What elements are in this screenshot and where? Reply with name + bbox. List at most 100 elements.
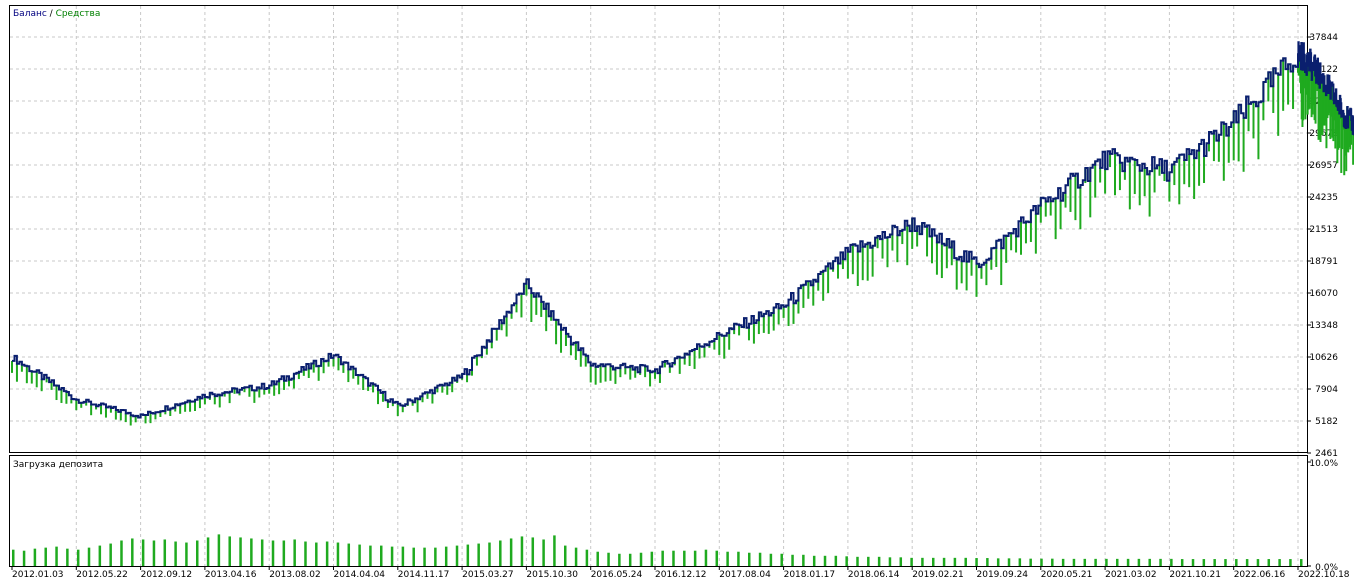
deposit-load-bar bbox=[1061, 558, 1065, 566]
deposit-load-bar bbox=[369, 545, 372, 566]
deposit-load-bar bbox=[499, 540, 502, 566]
deposit-load-bar bbox=[758, 552, 762, 566]
x-tick-label: 2015.10.30 bbox=[526, 570, 578, 580]
x-tick-label: 2014.11.17 bbox=[398, 570, 450, 580]
y-tick-label: 10626 bbox=[1309, 353, 1338, 363]
y-tick-label: 35122 bbox=[1309, 65, 1338, 75]
deposit-load-bar bbox=[163, 539, 167, 566]
x-tick-label: 2015.03.27 bbox=[462, 570, 514, 580]
y-tick-label: 2461 bbox=[1315, 449, 1338, 459]
deposit-load-title: Загрузка депозита bbox=[13, 460, 103, 470]
deposit-load-bar bbox=[55, 546, 58, 566]
deposit-load-bar bbox=[1245, 559, 1249, 566]
deposit-load-bar bbox=[910, 557, 913, 566]
deposit-load-bar bbox=[1213, 559, 1216, 566]
legend-equity: Средства bbox=[56, 9, 101, 19]
deposit-load-bar bbox=[217, 534, 221, 566]
deposit-load-bar bbox=[152, 540, 156, 566]
deposit-load-bar bbox=[66, 548, 69, 566]
deposit-load-bar bbox=[1105, 558, 1108, 566]
deposit-load-bar bbox=[639, 552, 643, 566]
main-y-axis: 3784435122324002967826957242352151318791… bbox=[1307, 33, 1338, 459]
deposit-load-bar bbox=[250, 538, 253, 566]
deposit-load-bar bbox=[1235, 559, 1238, 566]
deposit-load-bar bbox=[1051, 558, 1054, 566]
deposit-load-bar bbox=[737, 551, 740, 566]
deposit-load-bar bbox=[12, 549, 15, 566]
x-tick-label: 2012.01.03 bbox=[12, 570, 64, 580]
deposit-load-bar bbox=[1094, 558, 1097, 566]
deposit-load-bar bbox=[1267, 559, 1271, 566]
deposit-load-bar bbox=[574, 547, 578, 566]
deposit-load-bar bbox=[888, 557, 892, 566]
deposit-load-bar bbox=[726, 551, 729, 566]
deposit-load-bar bbox=[769, 553, 773, 566]
x-tick-label: 2013.04.16 bbox=[205, 570, 257, 580]
x-tick-label: 2016.05.24 bbox=[591, 570, 643, 580]
deposit-load-bar bbox=[693, 550, 697, 566]
x-tick-label: 2022.10.18 bbox=[1298, 570, 1350, 580]
y-tick-label: 24235 bbox=[1309, 193, 1338, 203]
deposit-load-bar bbox=[986, 558, 989, 566]
deposit-load-bar bbox=[520, 536, 524, 566]
deposit-load-bar bbox=[1083, 558, 1087, 566]
deposit-load-bar bbox=[304, 541, 307, 566]
deposit-load-bar bbox=[1159, 558, 1162, 566]
deposit-load-bar bbox=[1256, 559, 1260, 566]
deposit-load-bar bbox=[672, 550, 675, 566]
legend: Баланс / Средства bbox=[13, 9, 100, 19]
balance-series bbox=[12, 41, 1354, 419]
deposit-load-bar bbox=[585, 549, 589, 566]
deposit-load-bar bbox=[715, 550, 719, 566]
deposit-load-bar bbox=[650, 551, 654, 566]
deposit-y-tick-label: 10.0% bbox=[1309, 459, 1338, 469]
x-tick-label: 2014.04.04 bbox=[334, 570, 386, 580]
deposit-load-bar bbox=[564, 545, 567, 566]
deposit-load-bar bbox=[206, 537, 210, 566]
deposit-load-bar bbox=[239, 537, 242, 566]
x-tick-label: 2019.02.21 bbox=[912, 570, 964, 580]
x-tick-label: 2021.03.02 bbox=[1105, 570, 1157, 580]
deposit-load-bar bbox=[845, 556, 848, 566]
deposit-load-bar bbox=[228, 536, 231, 566]
deposit-load-bar bbox=[325, 541, 329, 566]
deposit-load-bar bbox=[932, 557, 935, 566]
deposit-load-bar bbox=[1137, 558, 1141, 566]
x-tick-label: 2022.06.16 bbox=[1234, 570, 1286, 580]
deposit-load-bar bbox=[185, 542, 188, 566]
deposit-load-bar bbox=[271, 540, 275, 566]
x-axis: 2012.01.03 2012.05.22 2012.09.12 2013.04.16… bbox=[11, 566, 1350, 580]
x-tick-label: 2012.05.22 bbox=[76, 570, 128, 580]
deposit-load-bar bbox=[1148, 558, 1151, 566]
deposit-load-bar bbox=[196, 540, 199, 566]
deposit-load-bar bbox=[1191, 559, 1195, 566]
deposit-load-bar bbox=[1072, 558, 1076, 566]
deposit-load-bar bbox=[964, 557, 967, 566]
deposit-load-bar bbox=[76, 549, 80, 566]
legend-separator: / bbox=[47, 9, 56, 19]
y-tick-label: 7904 bbox=[1315, 385, 1338, 395]
y-tick-label: 18791 bbox=[1309, 257, 1338, 267]
deposit-load-bar bbox=[401, 546, 405, 566]
deposit-load-bar bbox=[996, 558, 1000, 566]
deposit-load-bar bbox=[1180, 559, 1184, 566]
deposit-load-bar bbox=[1224, 559, 1227, 566]
y-tick-label: 37844 bbox=[1309, 33, 1338, 43]
x-tick-label: 2021.10.21 bbox=[1169, 570, 1221, 580]
y-tick-label: 16070 bbox=[1309, 289, 1338, 299]
deposit-y-tick-label: 0.0% bbox=[1315, 563, 1338, 573]
deposit-load-bar bbox=[1278, 559, 1281, 566]
deposit-load-bar bbox=[455, 545, 459, 566]
deposit-load-bar bbox=[466, 544, 470, 566]
deposit-load-bar bbox=[1170, 558, 1173, 566]
deposit-load-bar bbox=[942, 557, 946, 566]
deposit-load-bar bbox=[1202, 559, 1206, 566]
deposit-load-bar bbox=[141, 539, 145, 566]
deposit-load-bar bbox=[975, 558, 978, 566]
deposit-load-bar bbox=[1040, 558, 1043, 566]
deposit-load-bar bbox=[109, 543, 112, 566]
deposit-load-bar bbox=[953, 557, 957, 566]
deposit-load-bar bbox=[704, 549, 708, 566]
deposit-load-bar bbox=[607, 552, 610, 566]
